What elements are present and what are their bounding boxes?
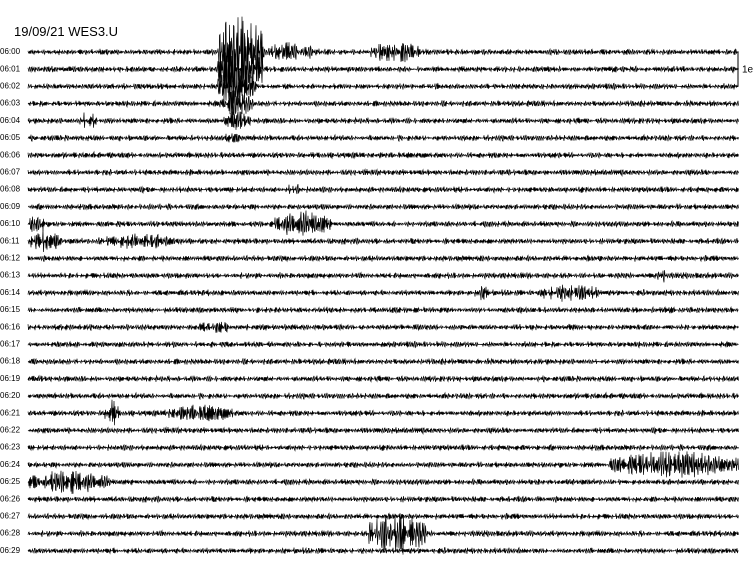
trace — [27, 184, 739, 195]
row-label: 06:22 — [0, 426, 21, 435]
row-label: 06:13 — [0, 271, 21, 280]
trace — [27, 513, 739, 555]
trace — [27, 321, 739, 333]
trace — [27, 391, 739, 401]
row-label: 06:28 — [0, 529, 21, 538]
row-label: 06:25 — [0, 477, 21, 486]
trace — [27, 111, 739, 130]
row-label: 06:23 — [0, 443, 21, 452]
row-label: 06:24 — [0, 460, 21, 469]
trace — [27, 150, 739, 160]
trace — [27, 357, 739, 366]
row-label: 06:29 — [0, 546, 21, 555]
trace — [27, 16, 739, 84]
row-label: 06:09 — [0, 202, 21, 211]
row-label: 06:05 — [0, 133, 21, 142]
trace — [27, 374, 739, 383]
row-label: 06:12 — [0, 254, 21, 263]
trace — [27, 340, 739, 349]
traces: 06:00 06:01 06:02 06:03 06:04 06:05 06:06 06:07… — [0, 16, 739, 555]
trace — [27, 284, 739, 302]
trace — [27, 426, 739, 435]
row-label: 06:17 — [0, 340, 21, 349]
trace — [27, 305, 739, 315]
row-label: 06:18 — [0, 357, 21, 366]
trace — [27, 399, 739, 426]
trace — [27, 202, 739, 211]
trace — [27, 443, 739, 452]
row-label: 06:04 — [0, 116, 21, 125]
row-label: 06:20 — [0, 391, 21, 400]
row-label: 06:21 — [0, 408, 21, 417]
row-label: 06:15 — [0, 305, 21, 314]
trace — [27, 210, 739, 236]
row-label: 06:11 — [0, 236, 20, 245]
trace — [27, 495, 739, 504]
trace — [27, 546, 739, 555]
row-label: 06:01 — [0, 64, 21, 73]
trace — [27, 168, 739, 177]
trace — [27, 229, 739, 253]
row-label: 06:02 — [0, 82, 21, 91]
row-label: 06:06 — [0, 150, 21, 159]
trace — [27, 90, 739, 116]
row-label: 06:08 — [0, 185, 21, 194]
row-label: 06:07 — [0, 168, 21, 177]
trace — [27, 133, 739, 143]
row-label: 06:26 — [0, 494, 21, 503]
row-label: 06:16 — [0, 322, 21, 331]
row-label: 06:19 — [0, 374, 21, 383]
trace — [27, 470, 739, 494]
row-label: 06:27 — [0, 512, 21, 521]
title: 19/09/21 WES3.U — [14, 24, 118, 39]
row-label: 06:00 — [0, 47, 21, 56]
trace — [27, 270, 739, 283]
row-label: 06:14 — [0, 288, 21, 297]
trace — [27, 42, 739, 97]
trace — [27, 67, 739, 106]
trace — [27, 451, 739, 478]
row-label: 06:10 — [0, 219, 21, 228]
trace — [27, 512, 739, 521]
trace — [27, 254, 739, 263]
scale-label: 1e — [742, 65, 754, 76]
row-label: 06:03 — [0, 99, 21, 108]
